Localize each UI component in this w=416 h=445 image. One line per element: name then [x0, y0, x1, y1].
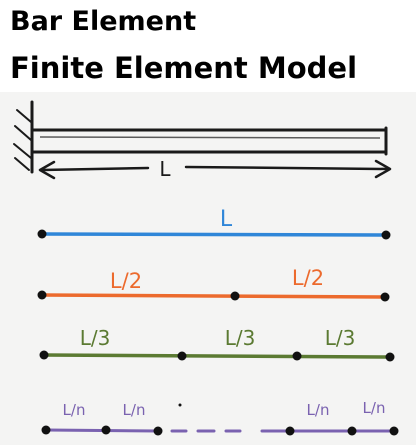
stray-dot — [178, 403, 182, 407]
node — [39, 350, 49, 360]
mesh-three-elements: L/3 L/3 L/3 — [39, 326, 395, 362]
element-label: L/2 — [292, 266, 324, 290]
element-label: L/n — [63, 401, 86, 419]
node — [177, 351, 187, 361]
element-label: L/3 — [225, 326, 256, 350]
whiteboard-sketch: L L L/2 L/2 L/3 L/3 L/3 — [0, 92, 416, 445]
element-label: L/2 — [110, 269, 142, 293]
node — [385, 352, 395, 362]
mesh-one-element: L — [37, 207, 391, 240]
element-label: L/n — [123, 401, 146, 419]
node — [285, 426, 295, 436]
bar-diagram: L L L/2 L/2 L/3 L/3 L/3 — [13, 100, 399, 436]
node — [380, 292, 390, 302]
length-dimension: L — [38, 157, 392, 181]
node — [101, 425, 111, 435]
title-banner: Bar Element Finite Element Model — [0, 0, 416, 92]
element-label: L/n — [307, 401, 330, 419]
mesh-two-elements: L/2 L/2 — [37, 266, 390, 302]
bar-body — [30, 126, 388, 156]
node — [153, 426, 163, 436]
node — [347, 426, 357, 436]
element-label: L/n — [363, 399, 386, 417]
element-label: L/3 — [80, 326, 111, 350]
mesh-n-elements: L/n L/n L/n L/n — [41, 399, 399, 436]
element-label: L/3 — [325, 326, 356, 350]
title-line-2: Finite Element Model — [10, 51, 358, 85]
node — [389, 426, 399, 436]
left-arrowhead-icon — [38, 160, 56, 180]
element-1 — [40, 232, 388, 237]
node — [41, 425, 51, 435]
node — [381, 230, 391, 240]
element-label: L — [220, 207, 233, 232]
length-label: L — [159, 157, 171, 181]
title-line-1: Bar Element — [10, 6, 197, 37]
node — [37, 229, 47, 239]
node — [292, 351, 302, 361]
node — [37, 290, 47, 300]
node — [230, 291, 240, 301]
right-arrowhead-icon — [374, 159, 392, 179]
fixed-wall-support — [13, 100, 34, 174]
